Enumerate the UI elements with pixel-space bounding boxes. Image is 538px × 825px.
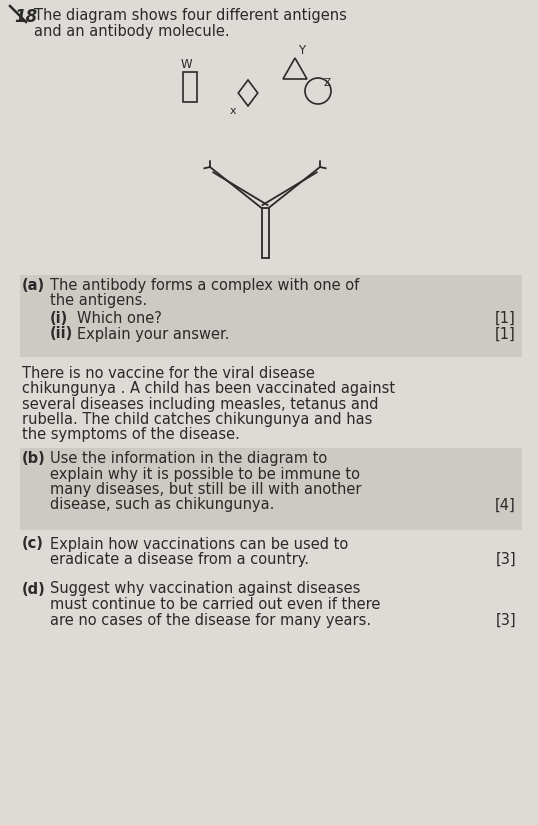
- Text: There is no vaccine for the viral disease: There is no vaccine for the viral diseas…: [22, 365, 315, 380]
- Text: The diagram shows four different antigens: The diagram shows four different antigen…: [34, 8, 347, 23]
- Bar: [183, 72, 197, 102]
- Text: disease, such as chikungunya.: disease, such as chikungunya.: [50, 497, 274, 512]
- Bar: [20, 448, 522, 530]
- Text: Which one?: Which one?: [77, 311, 162, 326]
- Text: must continue to be carried out even if there: must continue to be carried out even if …: [50, 597, 380, 612]
- Text: [3]: [3]: [495, 552, 516, 567]
- Text: (b): (b): [22, 451, 46, 466]
- Text: [1]: [1]: [495, 327, 516, 342]
- Text: chikungunya . A child has been vaccinated against: chikungunya . A child has been vaccinate…: [22, 381, 395, 396]
- Text: (c): (c): [22, 536, 44, 551]
- Text: explain why it is possible to be immune to: explain why it is possible to be immune …: [50, 466, 360, 482]
- Bar: [20, 275, 522, 356]
- Text: [3]: [3]: [495, 612, 516, 628]
- Text: [4]: [4]: [495, 497, 516, 512]
- Text: are no cases of the disease for many years.: are no cases of the disease for many yea…: [50, 612, 371, 628]
- Text: Suggest why vaccination against diseases: Suggest why vaccination against diseases: [50, 582, 360, 596]
- Text: The antibody forms a complex with one of: The antibody forms a complex with one of: [50, 278, 359, 293]
- Text: W: W: [181, 58, 193, 71]
- Text: many diseases, but still be ill with another: many diseases, but still be ill with ano…: [50, 482, 362, 497]
- Text: Explain how vaccinations can be used to: Explain how vaccinations can be used to: [50, 536, 348, 551]
- Text: [1]: [1]: [495, 311, 516, 326]
- Text: Z: Z: [323, 78, 330, 88]
- Text: Y: Y: [298, 44, 305, 57]
- Text: Explain your answer.: Explain your answer.: [77, 327, 230, 342]
- Text: the antigens.: the antigens.: [50, 294, 147, 309]
- Text: x: x: [230, 106, 237, 116]
- Text: the symptoms of the disease.: the symptoms of the disease.: [22, 427, 240, 442]
- Text: 18: 18: [14, 8, 37, 26]
- Bar: [261, 208, 268, 258]
- Text: and an antibody molecule.: and an antibody molecule.: [34, 24, 230, 39]
- Text: several diseases including measles, tetanus and: several diseases including measles, teta…: [22, 397, 379, 412]
- Text: (d): (d): [22, 582, 46, 596]
- Text: rubella. The child catches chikungunya and has: rubella. The child catches chikungunya a…: [22, 412, 372, 427]
- Text: (ii): (ii): [50, 327, 73, 342]
- Text: eradicate a disease from a country.: eradicate a disease from a country.: [50, 552, 309, 567]
- Text: Use the information in the diagram to: Use the information in the diagram to: [50, 451, 327, 466]
- Text: (a): (a): [22, 278, 45, 293]
- Text: (i): (i): [50, 311, 68, 326]
